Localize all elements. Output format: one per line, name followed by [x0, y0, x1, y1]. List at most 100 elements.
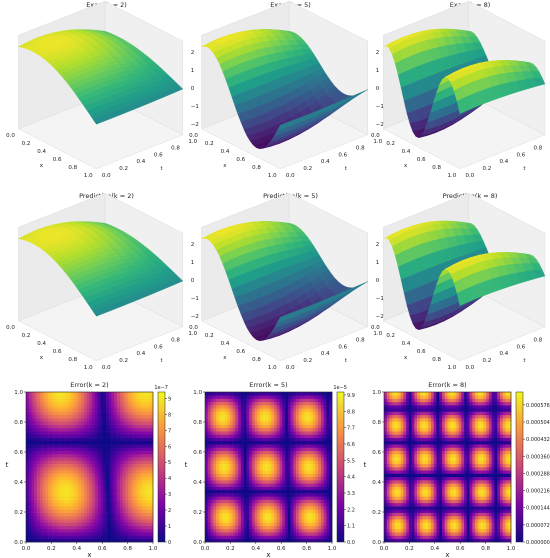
heat-cell [262, 483, 267, 487]
heat-cell [243, 528, 247, 533]
heat-cell [48, 450, 52, 455]
heat-cell [216, 470, 220, 474]
heat-cell [86, 476, 90, 481]
heat-cell [117, 463, 121, 468]
heat-cell [125, 395, 129, 399]
heat-cell [45, 470, 49, 474]
heat-cell [108, 411, 112, 416]
heat-cell [221, 493, 225, 497]
heat-cell [106, 515, 110, 520]
x-tick-label: 0.6 [53, 157, 62, 163]
heat-cell [53, 431, 57, 435]
heat-cell [53, 512, 57, 517]
heat-cell [257, 427, 261, 432]
heat-cell [81, 414, 85, 419]
heat-cell [114, 421, 118, 425]
heat-cell [31, 519, 35, 523]
heat-cell [262, 467, 267, 471]
heat-cell [26, 431, 30, 435]
t-tick-label: 0.8 [534, 338, 543, 344]
heat-cell [213, 470, 217, 474]
heat-cell [95, 414, 99, 419]
heat-cell [141, 405, 146, 409]
heat-cell [232, 444, 236, 448]
heat-cell [119, 525, 123, 530]
heat-cell [111, 512, 115, 517]
heat-cell [31, 401, 35, 406]
heat-cell [83, 528, 88, 533]
heat-cell [246, 528, 250, 533]
heat-cell [59, 480, 63, 484]
heat-cell [48, 515, 52, 520]
heat-cell [246, 509, 250, 513]
heat-cell [133, 460, 137, 465]
heat-cell [243, 460, 247, 465]
heat-cell [216, 532, 220, 536]
heat-cell [117, 447, 121, 451]
heat-cell [117, 483, 121, 487]
heat-cell [86, 431, 90, 435]
heat-cell [210, 414, 214, 419]
heat-cell [210, 525, 214, 530]
heat-cell [53, 447, 57, 451]
heat-cell [240, 522, 244, 526]
heat-cell [207, 512, 211, 517]
heat-cell [128, 535, 132, 540]
heat-cell [260, 522, 264, 526]
heat-cell [260, 401, 264, 406]
heat-cell [238, 444, 242, 448]
heat-cell [42, 467, 46, 471]
heat-cell [130, 506, 134, 510]
heat-cell [72, 408, 76, 412]
heat-cell [117, 460, 121, 465]
heat-cell [48, 405, 52, 409]
heat-cell [92, 444, 96, 448]
heat-cell [42, 392, 46, 396]
heat-cell [207, 453, 211, 458]
z-tick-label: 1 [191, 260, 195, 266]
heat-cell [37, 473, 41, 478]
t-axis-label: t [345, 166, 348, 172]
heat-cell [268, 496, 272, 500]
heat-cell [56, 395, 60, 399]
heat-cell [50, 499, 54, 504]
heat-cell [37, 467, 41, 471]
heat-cell [238, 535, 242, 540]
heat-cell [144, 453, 148, 458]
heat-cell [86, 457, 90, 461]
x-tick-label: 0.4 [72, 546, 81, 552]
heat-cell [37, 515, 41, 520]
heat-cell [45, 398, 49, 403]
heat-cell [210, 421, 214, 425]
heat-cell [103, 470, 107, 474]
heat-cell [213, 427, 217, 432]
heat-cell [216, 496, 220, 500]
heat-cell [111, 522, 115, 526]
heat-cell [141, 486, 146, 491]
heat-cell [56, 460, 60, 465]
heat-cell [139, 411, 143, 416]
z-tick-label: 1 [376, 260, 380, 266]
heat-cell [139, 424, 143, 429]
heat-cell [251, 509, 255, 513]
heat-cell [265, 512, 269, 517]
heat-cell [205, 528, 209, 533]
heat-cell [238, 515, 242, 520]
heat-cell [45, 467, 49, 471]
heat-cell [207, 392, 211, 396]
heat-cell [72, 405, 76, 409]
heat-cell [240, 395, 244, 399]
heat-cell [207, 460, 211, 465]
heat-cell [147, 532, 151, 536]
heat-cell [61, 496, 65, 500]
x-tick-label: 0.8 [252, 165, 261, 171]
heat-cell [139, 525, 143, 530]
heat-cell [221, 447, 225, 451]
heat-cell [240, 502, 244, 507]
heat-cell [106, 450, 110, 455]
heat-cell [262, 408, 267, 412]
heat-cell [26, 427, 30, 432]
heat-cell [67, 476, 71, 481]
heat-cell [133, 411, 137, 416]
heat-cell [260, 450, 264, 455]
